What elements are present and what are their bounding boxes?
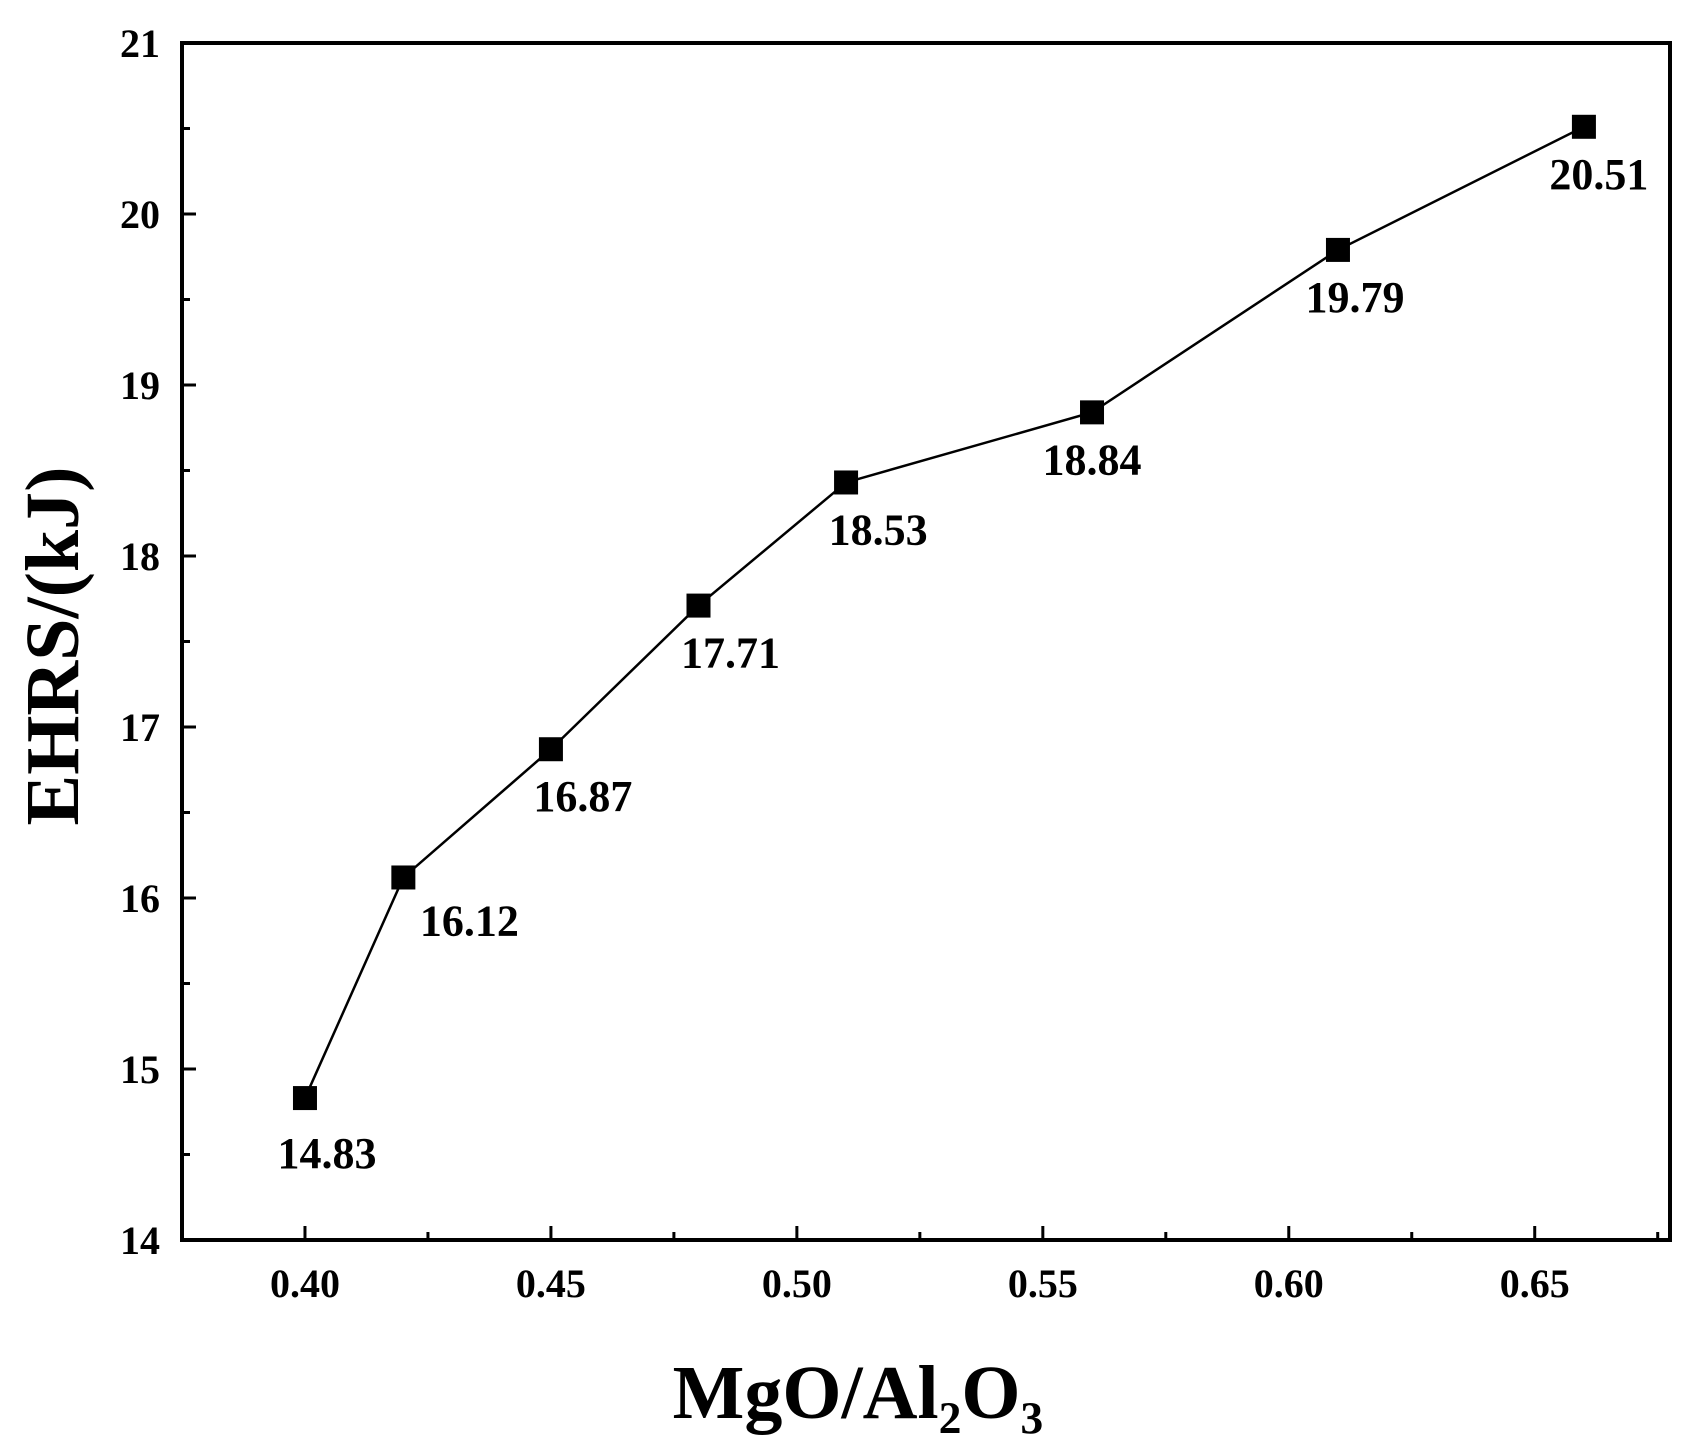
- y-axis-title: EHRS/(kJ): [11, 467, 95, 826]
- data-label: 19.79: [1305, 273, 1404, 322]
- data-label: 16.87: [533, 772, 632, 821]
- data-point-marker: [1571, 114, 1596, 139]
- x-tick-label: 0.65: [1500, 1261, 1570, 1306]
- data-point-marker: [1325, 237, 1350, 262]
- series-line: [303, 125, 1585, 1099]
- data-labels: 14.83 16.12 16.87 17.71 18.53 18.84 19.79 20.51: [277, 150, 1648, 1178]
- data-point-marker: [834, 470, 859, 495]
- data-label: 18.84: [1043, 435, 1142, 484]
- data-point-marker: [1080, 400, 1105, 425]
- y-tick-label: 21: [120, 21, 160, 66]
- data-point-marker: [391, 865, 416, 890]
- y-tick-label: 15: [120, 1047, 160, 1092]
- x-tick-label: 0.45: [516, 1261, 586, 1306]
- data-point-marker: [292, 1086, 317, 1111]
- x-axis-ticks: [303, 1226, 1660, 1240]
- y-tick-label: 16: [120, 876, 160, 921]
- data-point-marker: [686, 593, 711, 618]
- x-tick-label: 0.55: [1008, 1261, 1078, 1306]
- y-tick-label: 17: [120, 705, 160, 750]
- x-axis-tick-labels: 0.40 0.45 0.50 0.55 0.60 0.65: [270, 1261, 1570, 1306]
- y-tick-label: 14: [120, 1218, 160, 1263]
- data-label: 17.71: [681, 629, 780, 678]
- series-markers: [292, 114, 1596, 1111]
- x-tick-label: 0.60: [1254, 1261, 1324, 1306]
- data-label: 18.53: [829, 505, 928, 554]
- data-point-marker: [538, 737, 563, 762]
- data-label: 16.12: [420, 896, 519, 945]
- x-tick-label: 0.40: [270, 1261, 340, 1306]
- x-axis-title: MgO/Al₂O₃: [673, 1351, 1044, 1435]
- y-axis-ticks: [182, 41, 196, 1242]
- x-tick-label: 0.50: [762, 1261, 832, 1306]
- plot-frame: [180, 41, 1672, 1242]
- data-label: 14.83: [277, 1129, 376, 1178]
- y-axis-tick-labels: 14 15 16 17 18 19 20 21: [120, 21, 160, 1263]
- y-tick-label: 18: [120, 534, 160, 579]
- data-label: 20.51: [1549, 150, 1648, 199]
- y-tick-label: 19: [120, 363, 160, 408]
- y-tick-label: 20: [120, 192, 160, 237]
